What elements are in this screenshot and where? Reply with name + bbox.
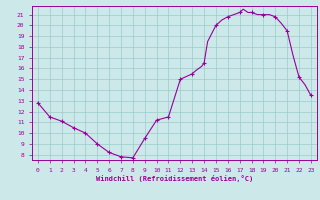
X-axis label: Windchill (Refroidissement éolien,°C): Windchill (Refroidissement éolien,°C) [96, 175, 253, 182]
